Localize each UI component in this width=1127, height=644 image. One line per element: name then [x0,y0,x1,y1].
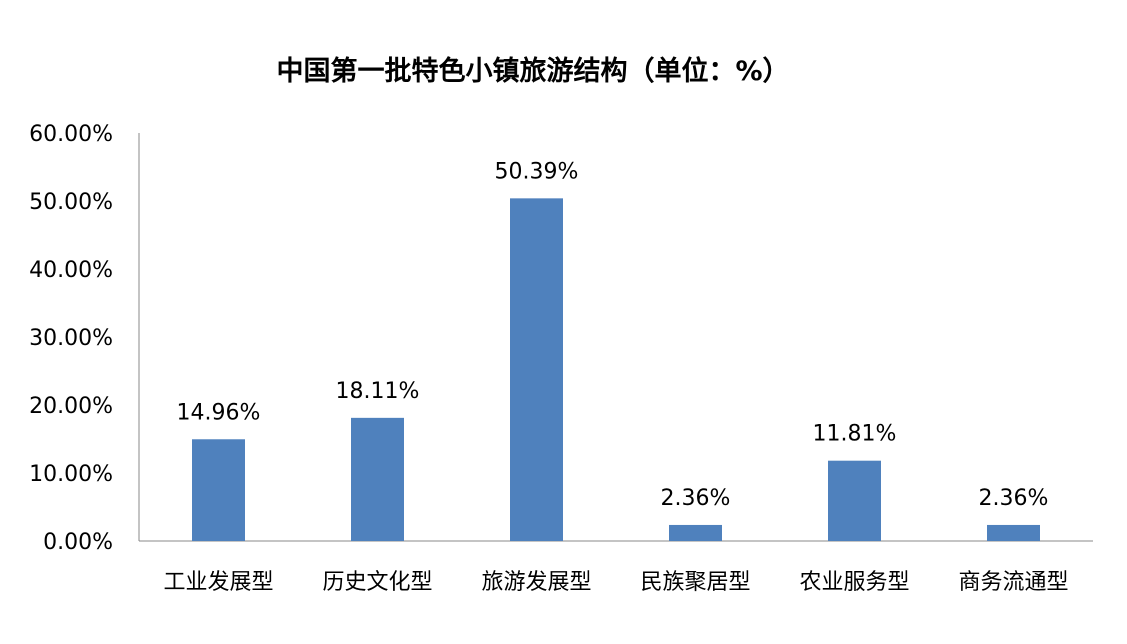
data-label: 2.36% [979,486,1049,511]
bar [828,460,881,541]
data-label: 11.81% [813,422,897,447]
y-tick-label: 0.00% [43,530,113,555]
data-labels-group: 14.96% 18.11% 50.39% 2.36% 11.81% 2.36% [177,159,1049,511]
x-category-label: 商务流通型 [958,570,1068,595]
x-category-label: 工业发展型 [163,570,273,595]
bars-group [192,198,1040,541]
y-axis: 0.00% 10.00% 20.00% 30.00% 40.00% 50.00% 60.00… [29,122,140,555]
y-tick-label: 50.00% [29,190,113,215]
bar [351,417,404,541]
data-label: 14.96% [177,400,261,425]
data-label: 50.39% [495,159,579,184]
bar [510,198,563,541]
x-category-label: 农业服务型 [799,570,909,595]
category-labels-group: 工业发展型 历史文化型 旅游发展型 民族聚居型 农业服务型 商务流通型 [163,570,1068,595]
x-category-label: 历史文化型 [322,570,432,595]
bar [669,524,722,541]
y-tick-label: 30.00% [29,326,113,351]
data-label: 2.36% [661,486,731,511]
x-category-label: 民族聚居型 [640,570,750,595]
chart-title: 中国第一批特色小镇旅游结构（单位：%） [276,55,789,87]
bar [987,524,1040,541]
data-label: 18.11% [336,379,420,404]
y-tick-label: 10.00% [29,462,113,487]
y-tick-label: 20.00% [29,394,113,419]
bar [192,439,245,541]
y-tick-label: 40.00% [29,258,113,283]
y-tick-label: 60.00% [29,122,113,147]
x-category-label: 旅游发展型 [481,570,591,595]
